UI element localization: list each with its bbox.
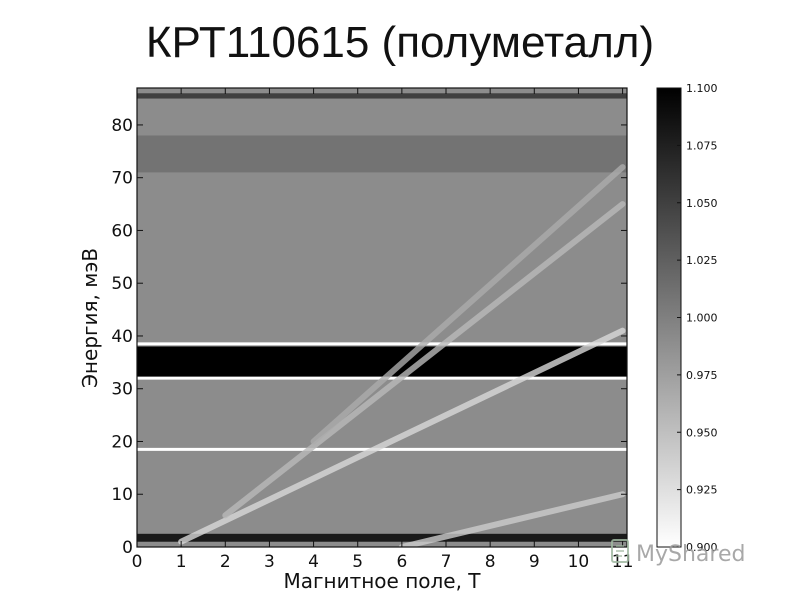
- y-tick-label: 20: [111, 432, 133, 452]
- plot-frame: [136, 87, 628, 548]
- x-tick-label: 10: [568, 552, 590, 572]
- y-tick-label: 10: [111, 485, 133, 505]
- x-tick-label: 9: [529, 552, 540, 572]
- colorbar-tick-label: 0.925: [686, 484, 718, 497]
- x-axis-label: Магнитное поле, Т: [283, 569, 481, 593]
- y-tick-label: 60: [111, 221, 133, 241]
- colorbar-tick-label: 1.025: [686, 254, 718, 267]
- x-tick-label: 5: [352, 552, 363, 572]
- x-tick-label: 7: [441, 552, 452, 572]
- watermark: MyShared: [611, 539, 745, 567]
- heatmap-features: [137, 93, 627, 547]
- heatmap-bright-line: [398, 491, 626, 547]
- colorbar: 0.900 0.925 0.950 0.975 1.000 1.025 1.050 1.075…: [656, 82, 718, 554]
- heatmap-bright-line: [310, 164, 626, 445]
- x-tick-label: 8: [485, 552, 496, 572]
- slide-title: КРТ110615 (полуметалл): [145, 18, 655, 67]
- watermark-text: MyShared: [636, 542, 745, 567]
- x-tick-label: 1: [176, 552, 187, 572]
- y-tick-label: 0: [122, 538, 133, 558]
- y-tick-label: 50: [111, 274, 133, 294]
- y-axis: 0 10 20 30 40 50 60 70 80: [111, 116, 627, 558]
- heatmap-bright-line: [178, 327, 626, 545]
- heatmap-band: [137, 346, 627, 379]
- x-axis: 0 1 2 3 4 5 6 7 8 9 10 11: [132, 88, 633, 572]
- colorbar-tick-label: 0.900: [686, 541, 718, 554]
- y-tick-label: 40: [111, 327, 133, 347]
- heatmap-band: [137, 533, 627, 542]
- x-tick-label: 4: [308, 552, 319, 572]
- colorbar-tick-label: 0.950: [686, 426, 718, 439]
- y-tick-label: 70: [111, 169, 133, 189]
- colorbar-tick-label: 1.100: [686, 82, 718, 95]
- y-axis-label: Энергия, мэВ: [78, 248, 102, 388]
- y-tick-label: 80: [111, 116, 133, 136]
- heatmap-band: [137, 135, 627, 173]
- colorbar-tick-label: 1.000: [686, 312, 718, 325]
- colorbar-tick-label: 1.050: [686, 197, 718, 210]
- x-tick-label: 2: [220, 552, 231, 572]
- colorbar-ticks: 0.900 0.925 0.950 0.975 1.000 1.025 1.050 1.075…: [677, 82, 718, 554]
- heatmap-band: [137, 93, 627, 99]
- colorbar-tick-label: 1.075: [686, 139, 718, 152]
- x-tick-label: 6: [396, 552, 407, 572]
- x-tick-label: 3: [264, 552, 275, 572]
- heatmap-bright-line: [222, 201, 626, 519]
- heatmap: [136, 87, 628, 548]
- watermark-logo-icon: [611, 539, 629, 563]
- x-tick-label: 0: [132, 552, 143, 572]
- colorbar-tick-label: 0.975: [686, 369, 718, 382]
- y-tick-label: 30: [111, 380, 133, 400]
